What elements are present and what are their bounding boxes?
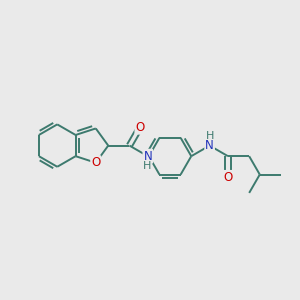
Text: H: H	[143, 160, 152, 171]
Text: O: O	[91, 156, 101, 169]
Text: O: O	[223, 171, 232, 184]
Text: N: N	[205, 139, 214, 152]
Text: O: O	[135, 121, 145, 134]
Text: H: H	[206, 131, 214, 141]
Text: N: N	[143, 150, 152, 163]
